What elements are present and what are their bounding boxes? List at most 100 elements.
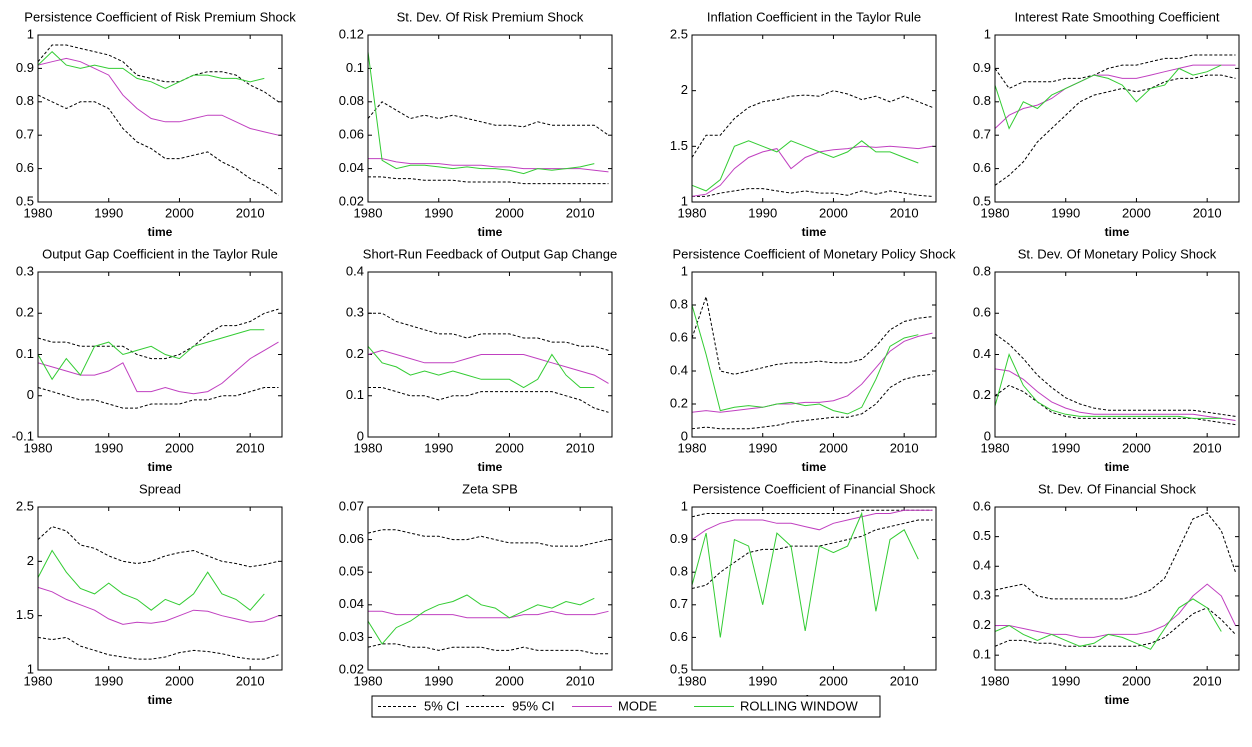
x-tick-label: 2010 bbox=[1193, 205, 1222, 220]
y-tick-label: 0.2 bbox=[973, 387, 991, 402]
y-tick-label: 0.6 bbox=[973, 160, 991, 175]
x-tick-label: 2010 bbox=[566, 440, 595, 455]
y-tick-label: 0.02 bbox=[339, 193, 364, 208]
x-tick-label: 1990 bbox=[1051, 673, 1080, 688]
y-tick-label: 0.9 bbox=[670, 531, 688, 546]
y-tick-label: 0.8 bbox=[16, 93, 34, 108]
plot-area bbox=[995, 272, 1239, 437]
series-line bbox=[37, 94, 279, 196]
x-tick-label: 2010 bbox=[1193, 440, 1222, 455]
y-tick-label: 0.9 bbox=[16, 60, 34, 75]
plot-frame bbox=[691, 271, 937, 438]
y-tick-label: 0.7 bbox=[670, 596, 688, 611]
y-tick-label: 0.8 bbox=[973, 93, 991, 108]
series-line bbox=[995, 583, 1236, 638]
y-tick-label: 2 bbox=[27, 553, 34, 568]
y-tick-label: 1 bbox=[984, 26, 991, 41]
plot-frame bbox=[994, 271, 1240, 438]
x-tick-label: 1990 bbox=[94, 440, 123, 455]
y-tick-label: 0.12 bbox=[339, 26, 364, 41]
legend-label: ROLLING WINDOW bbox=[740, 698, 858, 713]
y-tick-label: 1 bbox=[681, 498, 688, 513]
series-line bbox=[994, 74, 1236, 186]
x-tick-label: 1990 bbox=[424, 673, 453, 688]
plot-area bbox=[38, 507, 282, 670]
x-tick-label: 2010 bbox=[890, 673, 919, 688]
x-axis-label: time bbox=[1105, 693, 1130, 707]
plot-frame bbox=[994, 34, 1240, 203]
series-line bbox=[691, 519, 933, 589]
x-tick-label: 1980 bbox=[678, 673, 707, 688]
x-axis-label: time bbox=[478, 225, 503, 239]
chart-title: Inflation Coefficient in the Taylor Rule bbox=[707, 9, 921, 24]
x-tick-label: 2010 bbox=[890, 440, 919, 455]
x-tick-label: 2000 bbox=[819, 673, 848, 688]
y-tick-label: 2 bbox=[681, 82, 688, 97]
y-tick-label: 0.2 bbox=[346, 346, 364, 361]
y-tick-label: 0.4 bbox=[346, 263, 364, 278]
x-axis-label: time bbox=[802, 460, 827, 474]
x-axis-label: time bbox=[478, 460, 503, 474]
series-line bbox=[691, 145, 933, 197]
x-tick-label: 2000 bbox=[165, 440, 194, 455]
series-line bbox=[994, 353, 1222, 419]
series-line bbox=[691, 509, 933, 518]
series-line bbox=[367, 349, 609, 384]
y-tick-label: 0.6 bbox=[973, 305, 991, 320]
series-line bbox=[37, 57, 279, 136]
chart-title: Zeta SPB bbox=[462, 481, 518, 496]
chart-title: Short-Run Feedback of Output Gap Change bbox=[363, 246, 617, 261]
series-line bbox=[994, 607, 1236, 647]
y-tick-label: 0.04 bbox=[339, 160, 364, 175]
x-tick-label: 1990 bbox=[1051, 205, 1080, 220]
plot-area bbox=[995, 35, 1239, 202]
y-tick-label: 0 bbox=[357, 428, 364, 443]
y-tick-label: 0.5 bbox=[973, 193, 991, 208]
series-line bbox=[37, 636, 279, 660]
x-tick-label: 1980 bbox=[981, 205, 1010, 220]
y-tick-label: 0 bbox=[27, 387, 34, 402]
x-axis-label: time bbox=[1105, 460, 1130, 474]
y-tick-label: 0.3 bbox=[346, 305, 364, 320]
y-tick-label: 0.5 bbox=[16, 193, 34, 208]
y-tick-label: 1 bbox=[27, 661, 34, 676]
series-line bbox=[37, 549, 265, 611]
x-tick-label: 1990 bbox=[748, 673, 777, 688]
series-line bbox=[994, 333, 1236, 417]
y-tick-label: 0.08 bbox=[339, 93, 364, 108]
chart-title: Persistence Coefficient of Financial Sho… bbox=[693, 481, 936, 496]
y-tick-label: 0.5 bbox=[670, 661, 688, 676]
x-tick-label: 2000 bbox=[165, 673, 194, 688]
x-tick-label: 2000 bbox=[1122, 673, 1151, 688]
y-tick-label: 0.6 bbox=[16, 160, 34, 175]
series-line bbox=[368, 610, 609, 619]
series-line bbox=[691, 509, 933, 541]
plot-area bbox=[692, 272, 936, 437]
chart-title: St. Dev. Of Risk Premium Shock bbox=[397, 9, 584, 24]
x-tick-label: 1990 bbox=[748, 205, 777, 220]
series-line bbox=[691, 140, 919, 192]
x-tick-label: 1980 bbox=[354, 205, 383, 220]
plot-frame bbox=[37, 271, 283, 438]
y-tick-label: 0.4 bbox=[973, 346, 991, 361]
x-tick-label: 2000 bbox=[819, 440, 848, 455]
y-tick-label: 0 bbox=[984, 428, 991, 443]
y-tick-label: 0.6 bbox=[670, 629, 688, 644]
chart-title: St. Dev. Of Monetary Policy Shock bbox=[1018, 246, 1217, 261]
series-line bbox=[994, 512, 1236, 600]
chart-title: Persistence Coefficient of Monetary Poli… bbox=[672, 246, 956, 261]
series-line bbox=[691, 511, 919, 638]
plot-frame bbox=[367, 34, 613, 203]
series-line bbox=[994, 368, 1236, 421]
y-tick-label: 0.02 bbox=[339, 661, 364, 676]
plot-frame bbox=[691, 34, 937, 203]
x-tick-label: 1990 bbox=[1051, 440, 1080, 455]
y-tick-label: 0.8 bbox=[670, 564, 688, 579]
series-line bbox=[691, 90, 933, 158]
series-line bbox=[368, 387, 609, 413]
y-tick-label: 1 bbox=[27, 26, 34, 41]
y-tick-label: 0.1 bbox=[346, 60, 364, 75]
series-line bbox=[691, 373, 933, 430]
chart-title: Spread bbox=[139, 481, 181, 496]
series-line bbox=[37, 44, 279, 103]
